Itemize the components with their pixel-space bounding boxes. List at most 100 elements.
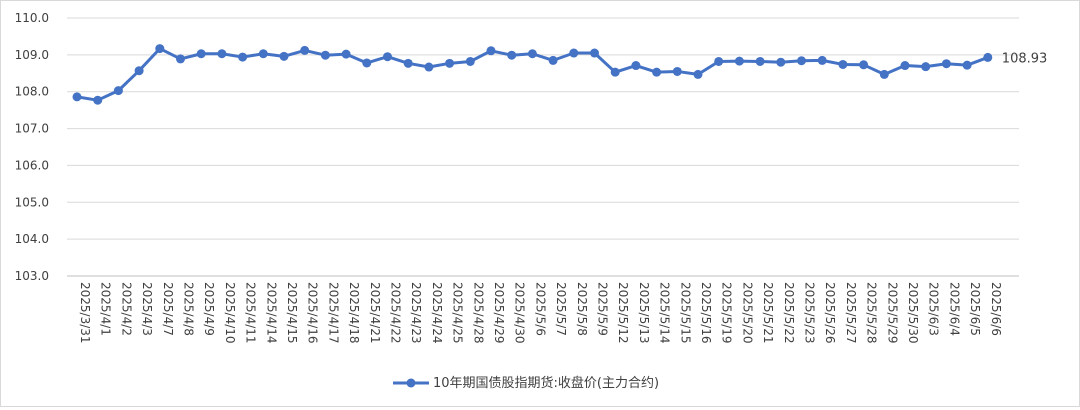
data-point — [424, 62, 434, 72]
series-group — [72, 44, 993, 105]
data-point — [300, 45, 310, 55]
x-tick-label: 2025/5/16 — [699, 282, 713, 344]
x-tick-label: 2025/4/29 — [492, 282, 506, 344]
legend: 10年期国债股指期货:收盘价(主力合约) — [393, 375, 659, 391]
x-tick-label: 2025/5/23 — [803, 282, 817, 344]
data-point — [755, 56, 765, 66]
data-point — [217, 49, 227, 59]
x-tick-label: 2025/5/27 — [844, 282, 858, 344]
data-point — [465, 56, 475, 66]
legend-label: 10年期国债股指期货:收盘价(主力合约) — [433, 375, 659, 391]
y-tick-label: 109.0 — [15, 48, 49, 62]
data-point — [527, 49, 537, 59]
x-tick-label: 2025/6/4 — [947, 282, 961, 336]
x-tick-label: 2025/5/30 — [906, 282, 920, 344]
x-tick-label: 2025/5/29 — [885, 282, 899, 344]
data-point — [93, 95, 103, 105]
last-value-annotation: 108.93 — [1002, 51, 1048, 66]
x-tick-label: 2025/4/10 — [223, 282, 237, 344]
data-point — [776, 57, 786, 67]
data-point — [238, 52, 248, 62]
data-point — [672, 66, 682, 76]
data-point — [72, 92, 82, 102]
data-point — [445, 58, 455, 68]
x-tick-label: 2025/4/25 — [451, 282, 465, 344]
x-tick-label: 2025/5/14 — [658, 282, 672, 344]
data-point — [652, 67, 662, 77]
x-tick-label: 2025/5/13 — [637, 282, 651, 344]
x-tick-label: 2025/4/22 — [389, 282, 403, 344]
x-tick-label: 2025/4/7 — [161, 282, 175, 336]
x-tick-label: 2025/4/3 — [140, 282, 154, 336]
x-tick-label: 2025/3/31 — [78, 282, 92, 344]
data-point — [341, 49, 351, 59]
legend-dot-marker — [406, 378, 416, 388]
x-tick-label: 2025/4/1 — [99, 282, 113, 336]
x-tick-label: 2025/6/5 — [968, 282, 982, 336]
x-tick-label: 2025/5/7 — [554, 282, 568, 336]
y-axis-ticks: 103.0 104.0 105.0 106.0 107.0 108.0 109.0 110.0 — [15, 11, 49, 283]
y-tick-label: 105.0 — [15, 195, 49, 209]
x-tick-label: 2025/5/28 — [865, 282, 879, 344]
x-tick-label: 2025/5/8 — [575, 282, 589, 336]
data-point — [859, 60, 869, 70]
x-tick-label: 2025/4/14 — [264, 282, 278, 344]
data-point — [879, 69, 889, 79]
data-point — [279, 51, 289, 61]
x-tick-label: 2025/4/15 — [285, 282, 299, 344]
y-tick-label: 106.0 — [15, 158, 49, 172]
data-point — [797, 56, 806, 66]
x-tick-label: 2025/4/30 — [513, 282, 527, 344]
x-tick-label: 2025/4/2 — [119, 282, 133, 336]
data-point — [962, 60, 972, 70]
data-point — [383, 52, 392, 62]
data-point — [548, 55, 558, 65]
x-tick-label: 2025/5/21 — [761, 282, 775, 344]
x-tick-label: 2025/5/9 — [596, 282, 610, 336]
x-axis-ticks: 2025/3/31 2025/4/1 2025/4/2 2025/4/3 2025/4/… — [78, 282, 1003, 344]
y-tick-label: 104.0 — [15, 232, 49, 246]
data-point — [838, 59, 848, 69]
x-tick-label: 2025/4/9 — [202, 282, 216, 336]
x-tick-label: 2025/4/8 — [182, 282, 196, 336]
x-tick-label: 2025/4/24 — [430, 282, 444, 344]
x-tick-label: 2025/5/12 — [616, 282, 630, 344]
x-tick-label: 2025/5/19 — [720, 282, 734, 344]
data-point — [155, 44, 165, 54]
data-point — [631, 61, 641, 71]
x-tick-label: 2025/5/20 — [740, 282, 754, 344]
data-point — [569, 48, 579, 58]
data-point — [714, 56, 724, 66]
x-tick-label: 2025/5/6 — [533, 282, 547, 336]
x-tick-label: 2025/5/22 — [782, 282, 796, 344]
y-tick-label: 107.0 — [15, 122, 49, 136]
data-point — [610, 67, 620, 77]
data-point — [113, 86, 123, 96]
x-tick-label: 2025/6/3 — [927, 282, 941, 336]
x-tick-label: 2025/4/11 — [244, 282, 258, 344]
data-point — [362, 58, 372, 68]
data-point — [693, 69, 703, 79]
x-tick-label: 2025/4/18 — [347, 282, 361, 344]
x-tick-label: 2025/6/6 — [989, 282, 1003, 336]
data-point — [320, 50, 330, 60]
data-point — [734, 56, 744, 66]
x-tick-label: 2025/4/17 — [326, 282, 340, 344]
x-tick-label: 2025/5/26 — [823, 282, 837, 344]
x-tick-label: 2025/4/28 — [471, 282, 485, 344]
y-tick-label: 108.0 — [15, 85, 49, 99]
data-point — [486, 46, 496, 56]
data-point — [196, 49, 206, 59]
data-point — [258, 49, 268, 59]
data-point — [507, 50, 517, 60]
data-point — [921, 62, 931, 72]
x-tick-label: 2025/5/15 — [678, 282, 692, 344]
x-tick-label: 2025/4/23 — [409, 282, 423, 344]
data-point — [176, 54, 185, 64]
x-tick-label: 2025/4/16 — [306, 282, 320, 344]
data-point — [900, 61, 910, 71]
y-tick-label: 103.0 — [15, 269, 49, 283]
data-point — [590, 48, 599, 58]
